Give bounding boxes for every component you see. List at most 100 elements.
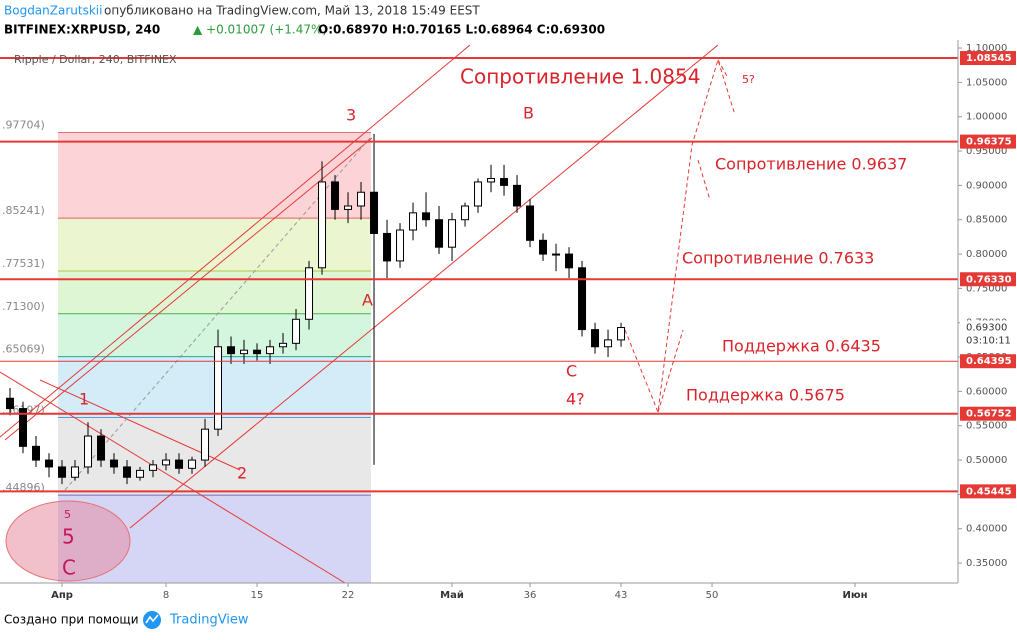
y-tick-label: 0.40000 <box>966 524 1007 535</box>
level-price-label: 1.08545 <box>966 53 1012 64</box>
candle-body <box>162 459 171 466</box>
candle-body <box>448 219 457 248</box>
level-price-box <box>960 134 1016 149</box>
trend-line <box>0 371 346 584</box>
level-price-box <box>960 272 1016 287</box>
published: опубликовано на TradingView.com, Май 13,… <box>104 4 480 18</box>
candle-body <box>539 239 548 255</box>
x-tick-label: Июн <box>843 590 868 601</box>
annotation: Сопротивление 1.0854 <box>460 65 700 89</box>
ohlc: O:0.68970 H:0.70165 L:0.68964 C:0.69300 <box>318 23 605 37</box>
annotation: Поддержка 0.5675 <box>686 386 845 405</box>
highlight-ellipse <box>5 500 131 582</box>
candle-body <box>617 327 626 341</box>
level-price-box <box>960 51 1016 66</box>
candle-body <box>344 205 353 210</box>
candle-body <box>591 329 600 348</box>
footer-brand: TradingView <box>169 613 249 628</box>
candle-body <box>136 469 145 478</box>
fib-zone <box>58 417 371 496</box>
y-tick-label: 1.00000 <box>966 112 1007 123</box>
x-tick-label: 43 <box>615 590 628 601</box>
x-tick-label: 15 <box>251 590 264 601</box>
candle-body <box>45 459 54 468</box>
plot: .97704).85241).77531).71300).65069).5619… <box>0 43 1016 601</box>
fib-label: .85241) <box>2 204 45 217</box>
y-tick-label: 1.05000 <box>966 77 1007 88</box>
trend-line <box>4 137 373 441</box>
annotation: C <box>566 362 577 381</box>
candle-body <box>383 232 392 262</box>
projection-line <box>717 59 729 79</box>
candle-body <box>435 219 444 248</box>
candle-body <box>266 346 275 355</box>
level-price-label: 0.96375 <box>966 137 1012 148</box>
candle-body <box>149 464 158 471</box>
y-tick-label: 0.75000 <box>966 283 1007 294</box>
channel-line <box>129 44 719 529</box>
change: ▲ +0.01007 (+1.47%) <box>193 23 327 37</box>
level-price-label: 0.56752 <box>966 409 1012 420</box>
annotation: B <box>523 104 534 123</box>
candle-body <box>279 342 288 348</box>
x-tick-label: 36 <box>524 590 537 601</box>
candle-body <box>500 178 509 186</box>
y-tick-label: 0.85000 <box>966 215 1007 226</box>
y-tick-label: 0.60000 <box>966 386 1007 397</box>
candle-body <box>318 181 327 269</box>
footer-text: Создано при помощи <box>4 613 139 627</box>
level-price-box <box>960 354 1016 369</box>
candle-body <box>58 466 67 478</box>
candle-body <box>487 178 496 183</box>
chart-legend: Ripple / Dollar, 240, BITFINEX <box>14 53 177 66</box>
level-price-box <box>960 406 1016 421</box>
symbol: BITFINEX:XRPUSD, 240 <box>4 23 160 37</box>
candle-body <box>110 459 119 468</box>
fib-label: .77531) <box>2 257 45 270</box>
candle-body <box>32 445 41 461</box>
annotation: 4? <box>566 390 585 409</box>
y-tick-label: 0.50000 <box>966 455 1007 466</box>
fib-zone <box>58 271 371 314</box>
annotation: 5 <box>62 525 75 549</box>
candle-body <box>461 205 470 221</box>
candle-body <box>331 181 340 210</box>
candle-body <box>97 435 106 461</box>
annotation: 3 <box>346 106 356 125</box>
x-tick-label: 22 <box>342 590 355 601</box>
candle-body <box>552 253 561 256</box>
level-price-label: 0.64395 <box>966 356 1012 367</box>
annotation: C <box>62 556 76 580</box>
candle-body <box>565 253 574 269</box>
candle-body <box>240 349 249 355</box>
candle-body <box>123 466 132 478</box>
last-price-label: 0.69300 <box>966 323 1007 334</box>
countdown: 03:10:11 <box>966 336 1011 347</box>
channel-line <box>0 44 471 438</box>
candle-body <box>474 181 483 207</box>
candle-body <box>71 466 80 478</box>
fib-label: .97704) <box>2 118 45 131</box>
candle-body <box>188 459 197 469</box>
fib-label: .65069) <box>2 343 45 356</box>
candle-body <box>19 408 28 447</box>
candle-body <box>526 205 535 241</box>
tradingview-logo <box>143 611 161 629</box>
candle-body <box>6 397 15 410</box>
annotation: 5 <box>64 508 71 521</box>
candle-body <box>175 459 184 469</box>
level-price-label: 0.76330 <box>966 274 1012 285</box>
annotation: 2 <box>237 464 247 483</box>
candle-body <box>214 346 223 430</box>
annotation: 1 <box>79 390 89 409</box>
candle-body <box>409 212 418 231</box>
last-price-box <box>960 320 1016 347</box>
y-tick-label: 0.55000 <box>966 421 1007 432</box>
x-tick-label: Апр <box>51 590 73 601</box>
annotation: Сопротивление 0.7633 <box>682 249 874 268</box>
candle-body <box>578 267 587 331</box>
candle-body <box>84 435 93 468</box>
annotation: Поддержка 0.6435 <box>722 337 881 356</box>
candle-body <box>396 229 405 262</box>
